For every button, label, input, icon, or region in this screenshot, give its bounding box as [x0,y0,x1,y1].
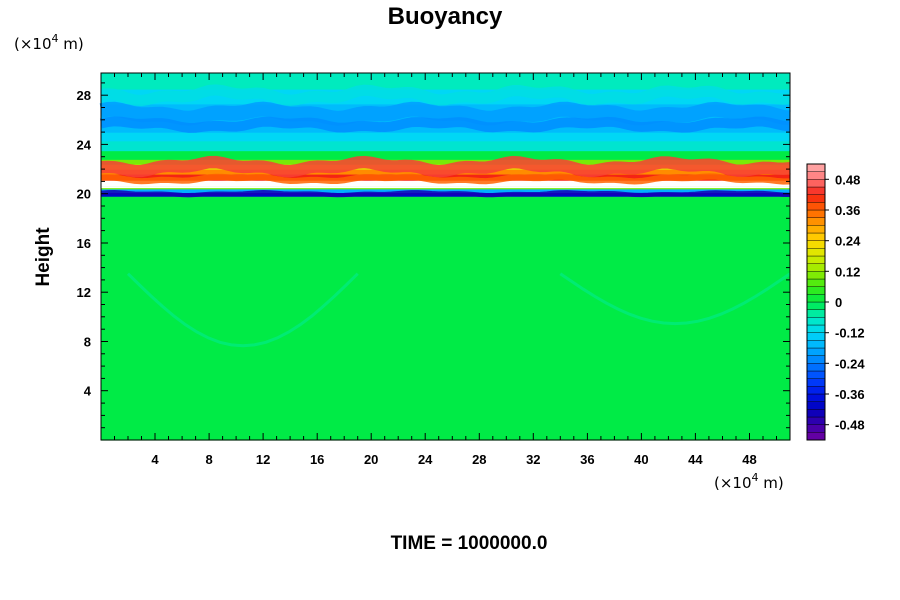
colorbar-segment [806,317,826,326]
colorbar-segment [806,202,826,211]
colorbar-tick-label: 0.12 [835,264,860,279]
colorbar-segment [806,225,826,234]
colorbar-tick-label: -0.36 [835,387,865,402]
colorbar-segment [806,171,826,180]
field-band [101,159,790,165]
field-band [101,140,790,152]
colorbar-segment [806,255,826,264]
colorbar-segment [806,393,826,402]
colorbar-segment [806,370,826,379]
colorbar-segment [806,278,826,287]
field-band [101,188,790,194]
field-streak [100,155,791,178]
colorbar-segment [806,209,826,218]
field-streak [99,116,791,133]
field-streak [100,190,791,198]
field-streak [100,84,791,107]
colorbar-segment [806,294,826,303]
colorbar-tick-label: -0.12 [835,326,865,341]
y-tick-label: 24 [77,137,92,152]
field-band [101,73,790,90]
y-tick-label: 20 [77,187,91,202]
x-tick-label: 40 [634,452,648,467]
field-streak [99,101,791,126]
y-tick-label: 12 [77,285,91,300]
x-tick-label: 36 [580,452,594,467]
colorbar-segment [806,263,826,272]
colorbar-tick-label: -0.24 [835,356,865,371]
colorbar-segment [806,286,826,295]
y-tick-labels: 4 8 12 16 20 24 28 [77,88,92,399]
colorbar-segment [806,332,826,341]
colorbar-segment [806,301,826,310]
colorbar-segment [806,416,826,425]
field-arc [559,272,791,326]
colorbar-tick-label: 0.24 [835,234,861,249]
x-tick-label: 32 [526,452,540,467]
y-axis-label: Height [33,227,54,287]
colorbar-tick-label: -0.48 [835,418,865,433]
chart-title: Buoyancy [388,3,503,30]
colorbar-segment [806,232,826,241]
time-label: TIME = 1000000.0 [391,533,548,554]
colorbar-segment [806,424,826,433]
y-tick-label: 8 [84,335,91,350]
field-streak [100,173,791,185]
colorbar-segment [806,401,826,410]
field-arc [126,272,359,348]
colorbar-tick-label: 0.48 [835,172,860,187]
x-tick-label: 4 [151,452,159,467]
colorbar-segment [806,340,826,349]
x-tick-label: 20 [364,452,378,467]
colorbar-segment [806,248,826,257]
colorbar-tick-label: 0.36 [835,203,860,218]
colorbar-segment [806,363,826,372]
x-tick-label: 8 [205,452,212,467]
colorbar-segment [806,409,826,418]
field-band [101,132,790,142]
colorbar-tick-label: 0 [835,295,842,310]
colorbar-segment [806,217,826,226]
axis-ticks [101,73,790,440]
colorbar-segment [806,186,826,195]
colorbar-segment [806,271,826,280]
colorbar [806,163,829,441]
x-unit-exp: 4 [752,471,759,484]
colorbar-segment [806,355,826,364]
y-unit-exp: 4 [52,32,59,45]
colorbar-segment [806,309,826,318]
colorbar-segment [806,324,826,333]
colorbar-segment [806,240,826,249]
y-unit-label: (×104 m) [14,32,84,53]
field-band [101,173,790,181]
y-unit-base: (×10 [14,35,52,53]
colorbar-segment [806,378,826,387]
colorbar-segment [806,179,826,188]
colorbar-segment [806,386,826,395]
field-features [99,84,791,348]
x-unit-tail: m) [759,474,784,492]
x-tick-labels: 4 8 12 16 20 24 28 32 36 40 44 48 [151,452,756,467]
x-unit-label: (×104 m) [714,471,784,492]
plot-frame [100,72,791,441]
y-tick-label: 4 [84,384,92,399]
colorbar-segment [806,432,826,441]
x-tick-label: 48 [742,452,756,467]
x-tick-label: 44 [688,452,703,467]
y-tick-label: 28 [77,88,91,103]
x-unit-base: (×10 [714,474,752,492]
colorbar-segment [806,163,826,172]
x-tick-label: 28 [472,452,486,467]
y-unit-tail: m) [59,35,84,53]
x-tick-label: 16 [310,452,324,467]
colorbar-segment [806,194,826,203]
y-tick-label: 16 [77,236,91,251]
colorbar-segment [806,347,826,356]
x-tick-label: 12 [256,452,270,467]
x-tick-label: 24 [418,452,433,467]
field-band [101,150,790,160]
field-band [101,196,790,441]
colorbar-labels: 0.48 0.36 0.24 0.12 0 -0.12 -0.24 -0.36 -0.48 [835,172,865,432]
